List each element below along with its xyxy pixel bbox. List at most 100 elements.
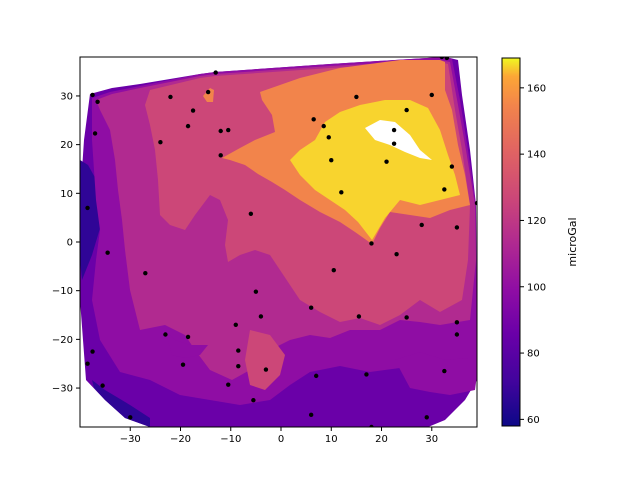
contour-island-upper-left bbox=[203, 88, 214, 102]
sample-point bbox=[185, 123, 191, 129]
sample-point bbox=[143, 270, 148, 276]
sample-point bbox=[321, 123, 326, 129]
sample-point bbox=[205, 89, 211, 95]
x-tick-label: 20 bbox=[375, 434, 388, 445]
colorbar-tick-label: 100 bbox=[527, 282, 546, 293]
sample-point bbox=[90, 92, 95, 98]
sample-point bbox=[339, 190, 344, 195]
sample-point bbox=[439, 57, 445, 60]
x-tick-label: −30 bbox=[120, 434, 141, 445]
x-tick-label: 10 bbox=[325, 434, 338, 445]
colorbar-tick-label: 80 bbox=[527, 349, 540, 360]
sample-point bbox=[258, 314, 264, 319]
y-tick-label: 30 bbox=[60, 91, 73, 102]
colorbar-tick-label: 160 bbox=[527, 83, 546, 94]
sample-point bbox=[331, 268, 336, 273]
sample-point bbox=[326, 135, 331, 140]
sample-point bbox=[369, 241, 374, 246]
colorbar-gradient bbox=[502, 58, 520, 426]
colorbar: 60 80 100 120 140 160 microGal bbox=[501, 57, 579, 427]
contour-blob-lower-center bbox=[245, 330, 285, 390]
y-tick-label: 10 bbox=[60, 189, 73, 200]
x-tick-label: 0 bbox=[278, 434, 284, 445]
colorbar-ticks: 60 80 100 120 140 160 bbox=[520, 83, 546, 426]
sample-point bbox=[442, 368, 447, 374]
sample-point bbox=[251, 398, 256, 403]
x-tick-label: −10 bbox=[220, 434, 241, 445]
sample-point bbox=[236, 348, 241, 353]
sample-point bbox=[354, 94, 359, 100]
sample-point bbox=[226, 382, 231, 387]
y-tick-label: 0 bbox=[67, 238, 73, 249]
sample-point bbox=[454, 332, 460, 337]
x-axis: −30 −20 −10 0 10 20 30 bbox=[120, 427, 438, 445]
sample-points bbox=[85, 57, 477, 427]
contour-tongue-left bbox=[165, 330, 208, 358]
sample-point bbox=[429, 92, 434, 98]
sample-point bbox=[218, 128, 223, 134]
sample-point bbox=[444, 57, 450, 61]
sample-point bbox=[248, 211, 254, 216]
sample-point bbox=[213, 70, 218, 75]
sample-point bbox=[180, 362, 186, 367]
sample-point bbox=[236, 363, 241, 369]
sample-point bbox=[454, 320, 460, 325]
sample-point bbox=[449, 164, 455, 169]
sample-point bbox=[100, 383, 105, 388]
sample-point bbox=[95, 99, 100, 104]
sample-point bbox=[308, 412, 314, 418]
sample-point bbox=[218, 153, 223, 158]
sample-point bbox=[404, 107, 409, 113]
colorbar-frame bbox=[501, 57, 521, 427]
sample-point bbox=[308, 305, 314, 310]
sample-point bbox=[85, 361, 90, 366]
sample-point bbox=[90, 349, 95, 354]
contour-band-max bbox=[365, 120, 432, 160]
sample-point bbox=[163, 332, 168, 337]
sample-point bbox=[311, 117, 316, 122]
sample-point bbox=[168, 94, 173, 100]
colorbar-tick-label: 120 bbox=[527, 216, 546, 227]
sample-point bbox=[158, 139, 163, 145]
sample-point bbox=[442, 187, 447, 192]
sample-point bbox=[185, 334, 191, 340]
sample-point bbox=[356, 314, 362, 319]
sample-point bbox=[85, 205, 90, 211]
sample-point bbox=[454, 225, 460, 230]
colorbar-label: microGal bbox=[566, 217, 579, 266]
contour-blob-lower-right bbox=[395, 352, 477, 395]
x-tick-label: 30 bbox=[425, 434, 438, 445]
colorbar-tick-label: 60 bbox=[527, 415, 540, 426]
sample-point bbox=[313, 373, 319, 379]
sample-point bbox=[329, 158, 334, 163]
y-axis: −30 −20 −10 0 10 20 30 bbox=[52, 91, 80, 395]
y-tick-label: 20 bbox=[60, 140, 73, 151]
sample-point bbox=[105, 250, 110, 255]
colorbar-tick-label: 140 bbox=[527, 150, 546, 161]
sample-point bbox=[263, 367, 269, 372]
sample-point bbox=[391, 141, 397, 146]
contour-fill bbox=[80, 57, 477, 427]
sample-point bbox=[424, 415, 429, 420]
sample-point bbox=[92, 131, 98, 136]
sample-point bbox=[474, 200, 477, 206]
sample-point bbox=[394, 251, 399, 257]
sample-point bbox=[419, 222, 424, 228]
contour-band-160 bbox=[290, 100, 460, 240]
sample-point bbox=[404, 315, 409, 320]
contour-band-60-lower bbox=[92, 380, 150, 427]
sample-point bbox=[391, 127, 397, 133]
y-tick-label: −20 bbox=[52, 335, 73, 346]
y-tick-label: −10 bbox=[52, 286, 73, 297]
sample-point bbox=[253, 289, 259, 294]
sample-point bbox=[384, 159, 389, 164]
y-tick-label: −30 bbox=[52, 384, 73, 395]
sample-point bbox=[233, 322, 238, 327]
sample-point bbox=[369, 424, 374, 427]
sample-point bbox=[190, 108, 196, 113]
sample-point bbox=[226, 127, 231, 133]
sample-point bbox=[364, 372, 369, 377]
sample-point bbox=[128, 415, 133, 420]
x-tick-label: −20 bbox=[170, 434, 191, 445]
